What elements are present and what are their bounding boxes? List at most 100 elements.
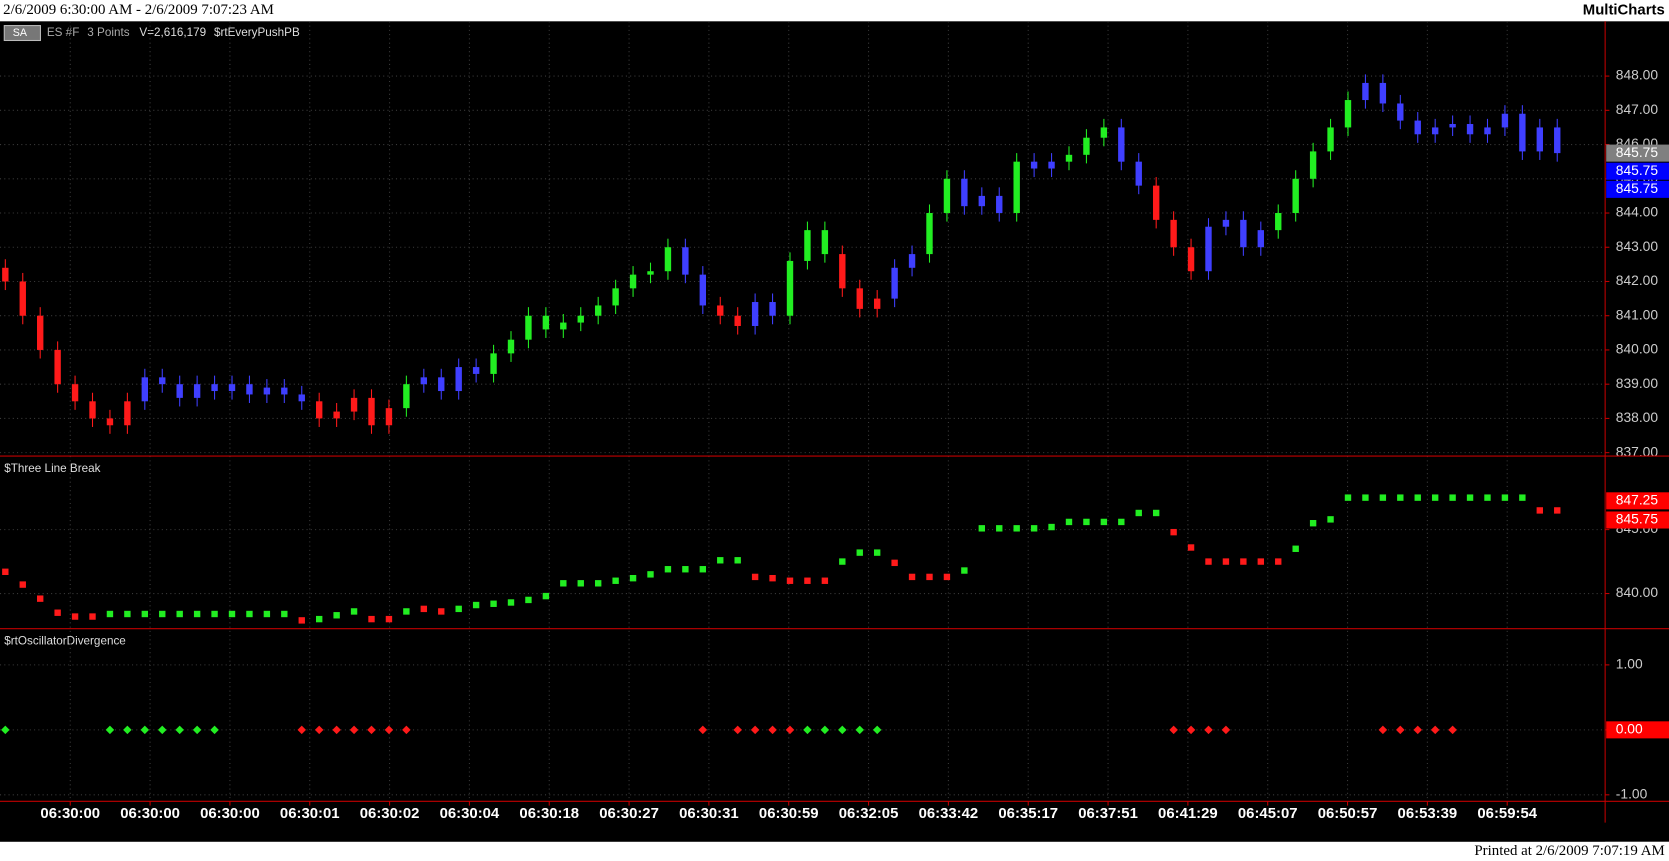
candle-body <box>1275 213 1282 231</box>
line-break-block <box>560 580 567 587</box>
candle-body <box>577 315 584 323</box>
x-tick-label: 06:30:01 <box>280 806 340 822</box>
line-break-block <box>943 573 951 581</box>
divergence-dot <box>384 725 394 735</box>
x-tick-label: 06:30:00 <box>200 806 260 822</box>
divergence-dot <box>785 725 795 735</box>
candle-body <box>1519 113 1526 152</box>
line-break-block <box>891 559 898 567</box>
line-break-block <box>472 601 480 609</box>
candle-body <box>978 195 986 207</box>
candle-body <box>1484 127 1491 135</box>
candle-body <box>281 387 288 395</box>
candle-body <box>786 260 794 316</box>
last-value-box <box>1606 492 1669 510</box>
x-tick-label: 06:32:05 <box>839 806 899 822</box>
last-value-box <box>1606 162 1669 180</box>
last-value-label: 845.75 <box>1616 180 1659 196</box>
x-tick-label: 06:59:54 <box>1477 806 1537 822</box>
line-break-block <box>1205 558 1212 565</box>
line-break-block <box>1397 494 1404 501</box>
candle-body <box>507 339 515 354</box>
title-bar <box>0 0 1669 22</box>
candle-body <box>141 377 149 402</box>
candle-body <box>1397 103 1404 121</box>
line-break-block <box>525 596 532 604</box>
candle-body <box>1309 151 1317 179</box>
candle-body <box>1449 124 1456 128</box>
candle-body <box>1222 219 1230 227</box>
time-axis-bottom <box>0 822 1606 842</box>
line-break-block <box>734 557 741 564</box>
line-break-block <box>193 610 201 618</box>
divergence-dot <box>1378 725 1388 735</box>
candle-body <box>71 384 79 402</box>
y-tick-label: 839.00 <box>1616 375 1659 391</box>
y-tick-label: 1.00 <box>1616 656 1643 672</box>
line-break-block <box>2 568 9 575</box>
last-value-box <box>1606 180 1669 198</box>
x-tick-label: 06:41:29 <box>1158 806 1218 822</box>
line-break-block <box>1065 518 1073 526</box>
line-break-block <box>438 608 445 615</box>
divergence-dot <box>192 725 202 735</box>
candle-body <box>699 274 707 306</box>
line-break-block <box>1048 523 1055 531</box>
line-break-block <box>455 605 462 613</box>
line-break-block <box>594 580 602 587</box>
line-break-block <box>350 608 358 615</box>
candle-body <box>420 377 428 385</box>
candle-body <box>246 384 253 395</box>
line-break-block <box>1536 507 1543 514</box>
x-tick-label: 06:30:18 <box>519 806 579 822</box>
candle-body <box>1379 82 1387 104</box>
candle-body <box>176 384 183 398</box>
candle-body <box>438 377 445 392</box>
line-break-block <box>403 608 410 615</box>
line-break-block <box>1344 494 1352 501</box>
candle-body <box>1118 127 1125 162</box>
candle-body <box>647 271 654 275</box>
candle-body <box>839 254 846 289</box>
resolution: 3 Points <box>87 26 129 39</box>
candle-body <box>1431 127 1439 135</box>
sa-label[interactable]: SA <box>13 27 28 39</box>
candle-body <box>1030 161 1038 169</box>
x-tick-label: 06:45:07 <box>1238 806 1298 822</box>
chart-area <box>0 21 1669 842</box>
candle-body <box>211 384 218 392</box>
candle-body <box>996 195 1003 214</box>
candle-body <box>1083 137 1090 155</box>
candle-body <box>455 367 462 392</box>
y-tick-label: -1.00 <box>1616 785 1648 801</box>
line-break-block <box>1466 494 1474 501</box>
line-break-block <box>542 592 550 600</box>
line-break-block <box>228 610 236 618</box>
candle-body <box>891 267 898 299</box>
sa-button[interactable] <box>3 25 41 42</box>
line-break-block <box>159 610 166 618</box>
line-break-block <box>804 577 811 584</box>
line-break-block <box>769 574 776 582</box>
divergence-dot <box>1396 725 1405 735</box>
divergence-dot <box>750 725 760 735</box>
last-value-box <box>1606 144 1669 162</box>
candle-body <box>403 384 410 409</box>
candle-body <box>542 315 550 330</box>
divergence-dot <box>838 725 847 735</box>
x-tick-label: 06:30:00 <box>120 806 180 822</box>
divergence-dot <box>332 725 341 735</box>
candle-body <box>1100 127 1108 138</box>
candle-body <box>472 367 480 374</box>
line-break-block <box>647 571 654 578</box>
candle-body <box>1013 161 1020 214</box>
line-break-block <box>1414 494 1421 501</box>
x-tick-label: 06:53:39 <box>1398 806 1458 822</box>
line-break-block <box>1135 509 1142 517</box>
candle-body <box>821 230 829 255</box>
line-break-block <box>786 577 794 584</box>
y-tick-label: 840.00 <box>1616 584 1659 600</box>
y-tick-label: 838.00 <box>1616 409 1659 425</box>
line-break-block <box>1030 525 1038 532</box>
